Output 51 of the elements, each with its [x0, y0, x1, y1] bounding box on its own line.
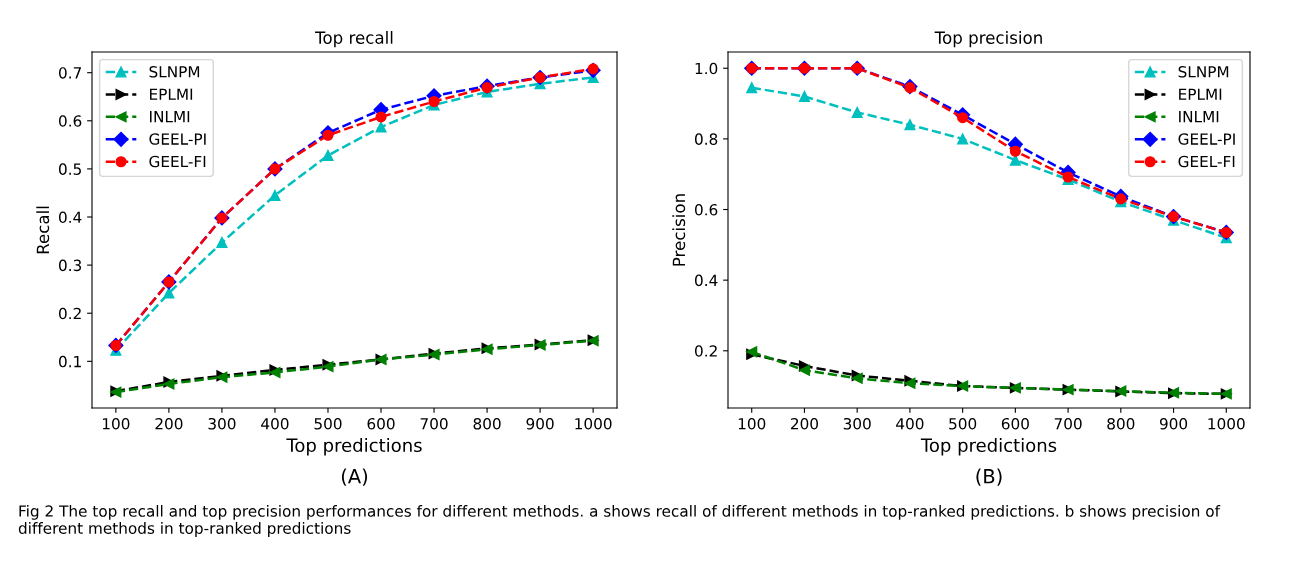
legend-label: INLMI [1179, 111, 1219, 123]
x-tick-label: 300 [843, 417, 871, 430]
x-tick-label: 100 [738, 417, 766, 430]
y-tick-label: 0.1 [58, 355, 81, 368]
caption: Fig 2 The top recall and top precision performances for different methods. a shows recall of different methods in top-ranked predictions. b shows precision of different methods in top-ranked predictions [18, 505, 1221, 537]
text: (A) [341, 468, 368, 486]
x-tick-label: 800 [473, 417, 501, 430]
legend-label: INLMI [150, 111, 190, 123]
x-tick-label: 700 [420, 417, 448, 430]
legend-label: EPLMI [1179, 88, 1222, 100]
y-tick-label: 0.8 [694, 133, 718, 145]
x-tick-label: 600 [1001, 417, 1029, 430]
x-tick-label: 200 [155, 417, 183, 430]
x-tick-label: 1000 [1208, 417, 1245, 430]
y-tick-label: 0.6 [58, 115, 82, 127]
x-tick-label: 1000 [575, 417, 612, 430]
x-tick-label: 300 [208, 417, 236, 430]
x-tick-label: 400 [261, 417, 289, 430]
legend-label: SLNPM [149, 66, 200, 78]
x-tick-label: 200 [790, 417, 819, 430]
x-tick-label: 700 [1054, 417, 1082, 430]
y-tick-label: 0.3 [58, 259, 82, 272]
legend-label: GEEL-PI [1178, 133, 1235, 145]
x-tick-label: 500 [949, 417, 977, 430]
y-axis-title: Precision [672, 194, 686, 266]
x-tick-label: 900 [526, 417, 554, 430]
y-tick-label: 0.4 [58, 211, 82, 224]
chart-title: Top precision [934, 31, 1042, 48]
y-tick-label: 0.5 [58, 163, 81, 175]
x-tick-label: 400 [896, 417, 924, 430]
y-tick-label: 0.2 [58, 307, 81, 320]
x-tick-label: 900 [1159, 417, 1188, 430]
y-axis-title: Recall [36, 206, 50, 254]
text: (B) [976, 468, 1002, 486]
x-axis-title: Top predictions [920, 438, 1057, 456]
x-tick-label: 100 [102, 417, 130, 430]
legend-label: GEEL-FI [149, 155, 206, 168]
legend-label: GEEL-FI [1178, 155, 1235, 168]
legend-label: EPLMI [150, 88, 193, 100]
x-axis-title: Top predictions [286, 438, 422, 456]
x-tick-label: 500 [314, 417, 342, 430]
legend-label: SLNPM [1178, 66, 1229, 78]
y-tick-label: 0.4 [694, 274, 718, 287]
legend-label: GEEL-PI [149, 133, 206, 145]
y-tick-label: 1.0 [695, 62, 718, 75]
y-tick-label: 0.2 [694, 345, 717, 357]
chart-title: Top recall [315, 31, 393, 48]
x-tick-label: 600 [367, 417, 395, 430]
x-tick-label: 800 [1107, 417, 1135, 430]
y-tick-label: 0.7 [58, 67, 81, 79]
y-tick-label: 0.6 [694, 203, 718, 216]
